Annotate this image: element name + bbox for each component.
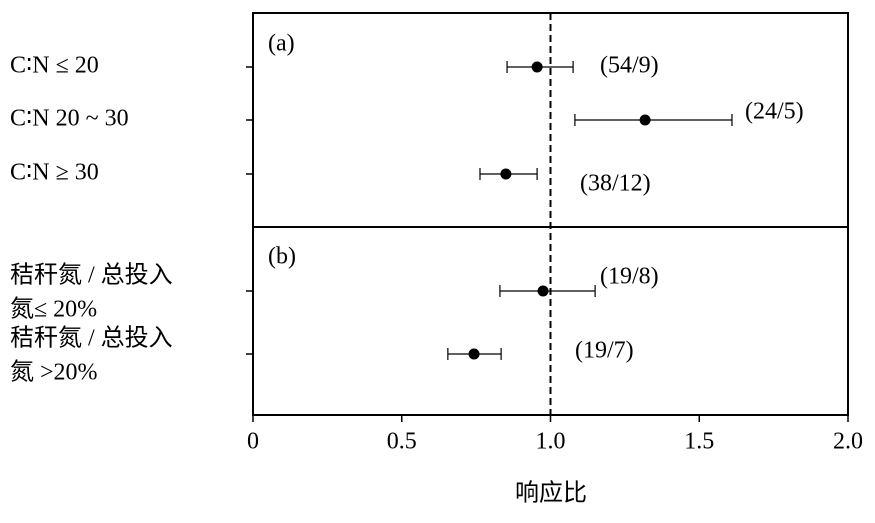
y-tick-label: C∶N ≤ 20: [10, 53, 99, 79]
annotation: (38/12): [580, 171, 651, 197]
annotation: (24/5): [745, 99, 804, 125]
y-tick-label: C∶N ≥ 30: [10, 160, 99, 186]
x-axis-label: 响应比: [515, 480, 587, 507]
x-tick-label: 0.5: [387, 429, 417, 455]
point: [531, 61, 543, 73]
y-tick-label: C∶N 20 ~ 30: [10, 106, 129, 132]
point: [468, 348, 480, 360]
y-tick-label: 氮 >20%: [10, 359, 98, 386]
annotation: (19/8): [600, 264, 659, 290]
point: [500, 168, 512, 180]
x-tick-label: 0: [247, 429, 259, 455]
y-tick-label: 秸秆氮 / 总投入: [10, 262, 173, 289]
y-tick-label: 秸秆氮 / 总投入: [10, 325, 173, 352]
x-tick-label: 2.0: [833, 429, 863, 455]
point: [537, 285, 549, 297]
panel-label: (b): [268, 244, 296, 270]
x-tick-label: 1.5: [684, 429, 714, 455]
panel-label: (a): [268, 31, 295, 57]
annotation: (19/7): [575, 338, 634, 364]
annotation: (54/9): [600, 53, 659, 79]
point: [639, 114, 651, 126]
y-tick-label: 氮≤ 20%: [10, 296, 97, 323]
x-tick-label: 1.0: [536, 429, 566, 455]
